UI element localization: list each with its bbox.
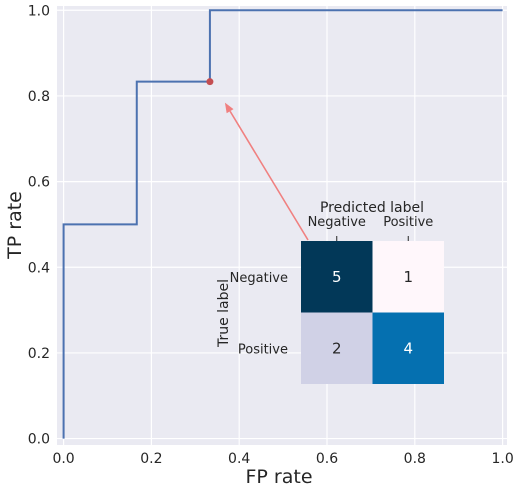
x-tick-label: 0.2 (140, 451, 162, 467)
cm-row-label: Positive (238, 342, 288, 357)
cm-column-label: Positive (383, 215, 433, 230)
y-axis-label: TP rate (4, 191, 26, 260)
x-tick-label: 0.6 (316, 451, 338, 467)
confusion-matrix-inset: Predicted label True label 5 1 2 4 Negative P… (216, 200, 444, 384)
cm-true-label-title: True label (216, 279, 232, 348)
annotation-arrow-head (224, 102, 234, 114)
cm-cell-value: 5 (332, 268, 342, 286)
x-tick-label: 0.4 (228, 451, 250, 467)
cm-row-label: Negative (230, 271, 288, 286)
grid-lines (57, 6, 507, 445)
y-tick-label: 1.0 (28, 3, 50, 19)
x-tick-label: 0.0 (52, 451, 74, 467)
roc-curve-layer (62, 9, 503, 439)
cm-cell-value: 4 (403, 339, 413, 357)
axis-ticks: 0.0 0.2 0.4 0.6 0.8 1.0 0.0 0.2 0.4 0.6 0.8 1.0 (28, 3, 514, 467)
cm-cell-value: 2 (332, 339, 342, 357)
y-tick-label: 0.4 (28, 260, 50, 276)
cm-cell (372, 241, 444, 313)
cm-cell (372, 312, 444, 384)
y-tick-label: 0.8 (28, 89, 50, 105)
x-tick-label: 1.0 (491, 451, 513, 467)
x-tick-label: 0.8 (404, 451, 426, 467)
y-tick-label: 0.6 (28, 175, 50, 191)
annotation-arrow-shaft (229, 110, 309, 241)
annotation-arrow-layer (224, 102, 309, 241)
cm-cell (301, 241, 373, 313)
cm-cell-value: 1 (403, 268, 413, 286)
x-axis-label: FP rate (245, 466, 312, 488)
cm-predicted-label-title: Predicted label (320, 200, 424, 216)
y-tick-label: 0.0 (28, 432, 50, 448)
cm-cell (301, 312, 373, 384)
cm-column-label: Negative (308, 215, 366, 230)
y-tick-label: 0.2 (28, 346, 50, 362)
roc-curve-line (62, 9, 503, 439)
operating-point-marker (206, 78, 214, 86)
